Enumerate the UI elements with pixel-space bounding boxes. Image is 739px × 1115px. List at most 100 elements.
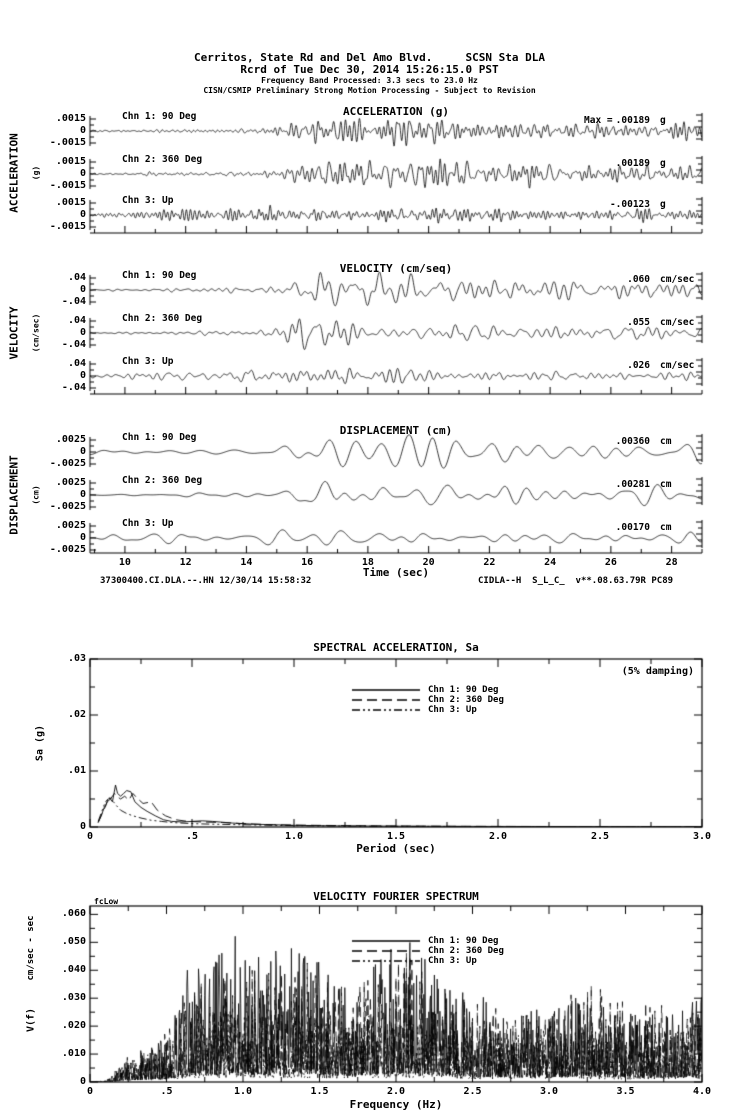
y-tick-label: 0: [79, 284, 86, 295]
max-value: .00360: [615, 436, 650, 447]
x-axis-label: Period (sec): [356, 842, 436, 855]
legend-label: Chn 1: 90 Deg: [428, 936, 499, 946]
chart-title: SPECTRAL ACCELERATION, Sa: [313, 641, 479, 654]
axis-side-units: (cm/sec): [31, 313, 41, 353]
y-tick-label: -.0015: [49, 180, 86, 191]
x-tick-label: 18: [361, 557, 374, 568]
channel-label: Chn 2: 360 Deg: [122, 313, 203, 324]
max-value: .026: [627, 360, 650, 371]
axis-side-label: DISPLACEMENT: [7, 455, 21, 535]
processing-id-text: CIDLA--H S_L_C_ v**.08.63.79R PC89: [478, 576, 674, 586]
legend-label: Chn 1: 90 Deg: [428, 685, 499, 695]
x-tick-label: 28: [665, 557, 678, 568]
x-tick-label: 0: [86, 831, 94, 842]
y-tick-label: 0: [79, 370, 86, 381]
y-tick-label: .0025: [55, 434, 86, 445]
y-tick-label: 0: [79, 821, 86, 832]
x-tick-label: 16: [301, 557, 314, 568]
max-units: cm/sec: [660, 360, 695, 371]
x-tick-label: 26: [604, 557, 617, 568]
x-tick-label: 2.0: [488, 831, 508, 842]
y-tick-label: 0: [79, 125, 86, 136]
y-tick-label: .0025: [55, 477, 86, 488]
max-value: .00281: [615, 479, 650, 490]
y-tick-label: .020: [61, 1020, 86, 1032]
x-tick-label: 1.5: [310, 1086, 329, 1097]
x-tick-label: 3.0: [692, 831, 712, 842]
y-tick-label: 0: [79, 209, 86, 220]
y-tick-label: .0015: [55, 113, 86, 124]
x-tick-label: .5: [185, 831, 199, 842]
y-axis-label: Sa (g): [34, 724, 46, 762]
max-value: .00170: [615, 522, 650, 533]
y-tick-label: -.04: [61, 296, 86, 307]
max-units: cm/sec: [660, 317, 695, 328]
channel-label: Chn 3: Up: [122, 356, 174, 367]
x-tick-label: .5: [160, 1086, 173, 1097]
y-tick-label: .0015: [55, 156, 86, 167]
max-units: g: [660, 115, 666, 126]
y-axis-label: V(f): [25, 1007, 37, 1033]
x-tick-label: 12: [179, 557, 192, 568]
report-header: Cerritos, State Rd and Del Amo Blvd. SCS…: [0, 52, 739, 96]
x-axis-label: Time (sec): [362, 566, 430, 579]
y-tick-label: 0: [79, 532, 86, 543]
y-tick-label: .0015: [55, 197, 86, 208]
x-tick-label: 1.5: [386, 831, 406, 842]
chart-title: VELOCITY FOURIER SPECTRUM: [313, 890, 479, 903]
x-tick-label: 2.5: [590, 831, 610, 842]
max-value: .055: [627, 317, 650, 328]
channel-label: Chn 1: 90 Deg: [122, 111, 197, 122]
max-value: .00189: [615, 115, 650, 126]
record-id-text: 37300400.CI.DLA.--.HN 12/30/14 15:58:32: [100, 576, 312, 586]
y-tick-label: 0: [79, 446, 86, 457]
channel-label: Chn 2: 360 Deg: [122, 154, 203, 165]
y-tick-label: .01: [67, 765, 86, 776]
max-units: cm: [660, 522, 672, 533]
legend-label: Chn 3: Up: [428, 705, 477, 715]
axis-side-units: (cm): [31, 485, 41, 505]
axis-side-units: (g): [31, 165, 41, 181]
damping-note: (5% damping): [621, 666, 694, 677]
x-tick-label: 1.0: [233, 1086, 253, 1097]
record-timestamp: Rcrd of Tue Dec 30, 2014 15:26:15.0 PST: [240, 63, 499, 76]
x-tick-label: 2.5: [463, 1086, 482, 1097]
x-tick-label: 1.0: [284, 831, 304, 842]
y-tick-label: 0: [79, 1076, 86, 1087]
channel-label: Chn 3: Up: [122, 518, 174, 529]
station-title: Cerritos, State Rd and Del Amo Blvd. SCS…: [194, 51, 545, 64]
x-tick-label: 2.0: [386, 1086, 406, 1097]
y-tick-label: .050: [61, 936, 86, 948]
y-tick-label: .04: [67, 272, 86, 283]
x-tick-label: 10: [118, 557, 131, 568]
x-axis-label: Frequency (Hz): [349, 1098, 443, 1111]
y-tick-label: -.0025: [49, 501, 86, 512]
x-tick-label: 4.0: [692, 1086, 712, 1097]
y-tick-label: .060: [61, 908, 86, 920]
x-tick-label: 22: [483, 557, 496, 568]
y-tick-label: .04: [67, 358, 86, 369]
max-units: g: [660, 199, 666, 210]
x-tick-label: 0: [86, 1086, 94, 1097]
group-title: ACCELERATION (g): [343, 105, 449, 118]
corner-frequency-label: fcLow: [94, 897, 119, 906]
legend-label: Chn 3: Up: [428, 956, 477, 966]
y-tick-label: .030: [61, 992, 86, 1004]
max-units: g: [660, 158, 666, 169]
group-title: VELOCITY (cm/seq): [339, 262, 453, 275]
x-tick-label: 3.5: [616, 1086, 635, 1097]
max-value: -.00123: [609, 199, 650, 210]
max-units: cm/sec: [660, 274, 695, 285]
processing-note: CISN/CSMIP Preliminary Strong Motion Pro…: [203, 86, 536, 95]
y-tick-label: .040: [61, 964, 86, 976]
channel-label: Chn 1: 90 Deg: [122, 432, 197, 443]
max-units: cm: [660, 479, 672, 490]
channel-label: Chn 3: Up: [122, 195, 174, 206]
group-title: DISPLACEMENT (cm): [339, 424, 453, 437]
x-tick-label: 20: [422, 557, 435, 568]
y-tick-label: .02: [67, 709, 86, 720]
y-tick-label: 0: [79, 489, 86, 500]
y-tick-label: 0: [79, 327, 86, 338]
